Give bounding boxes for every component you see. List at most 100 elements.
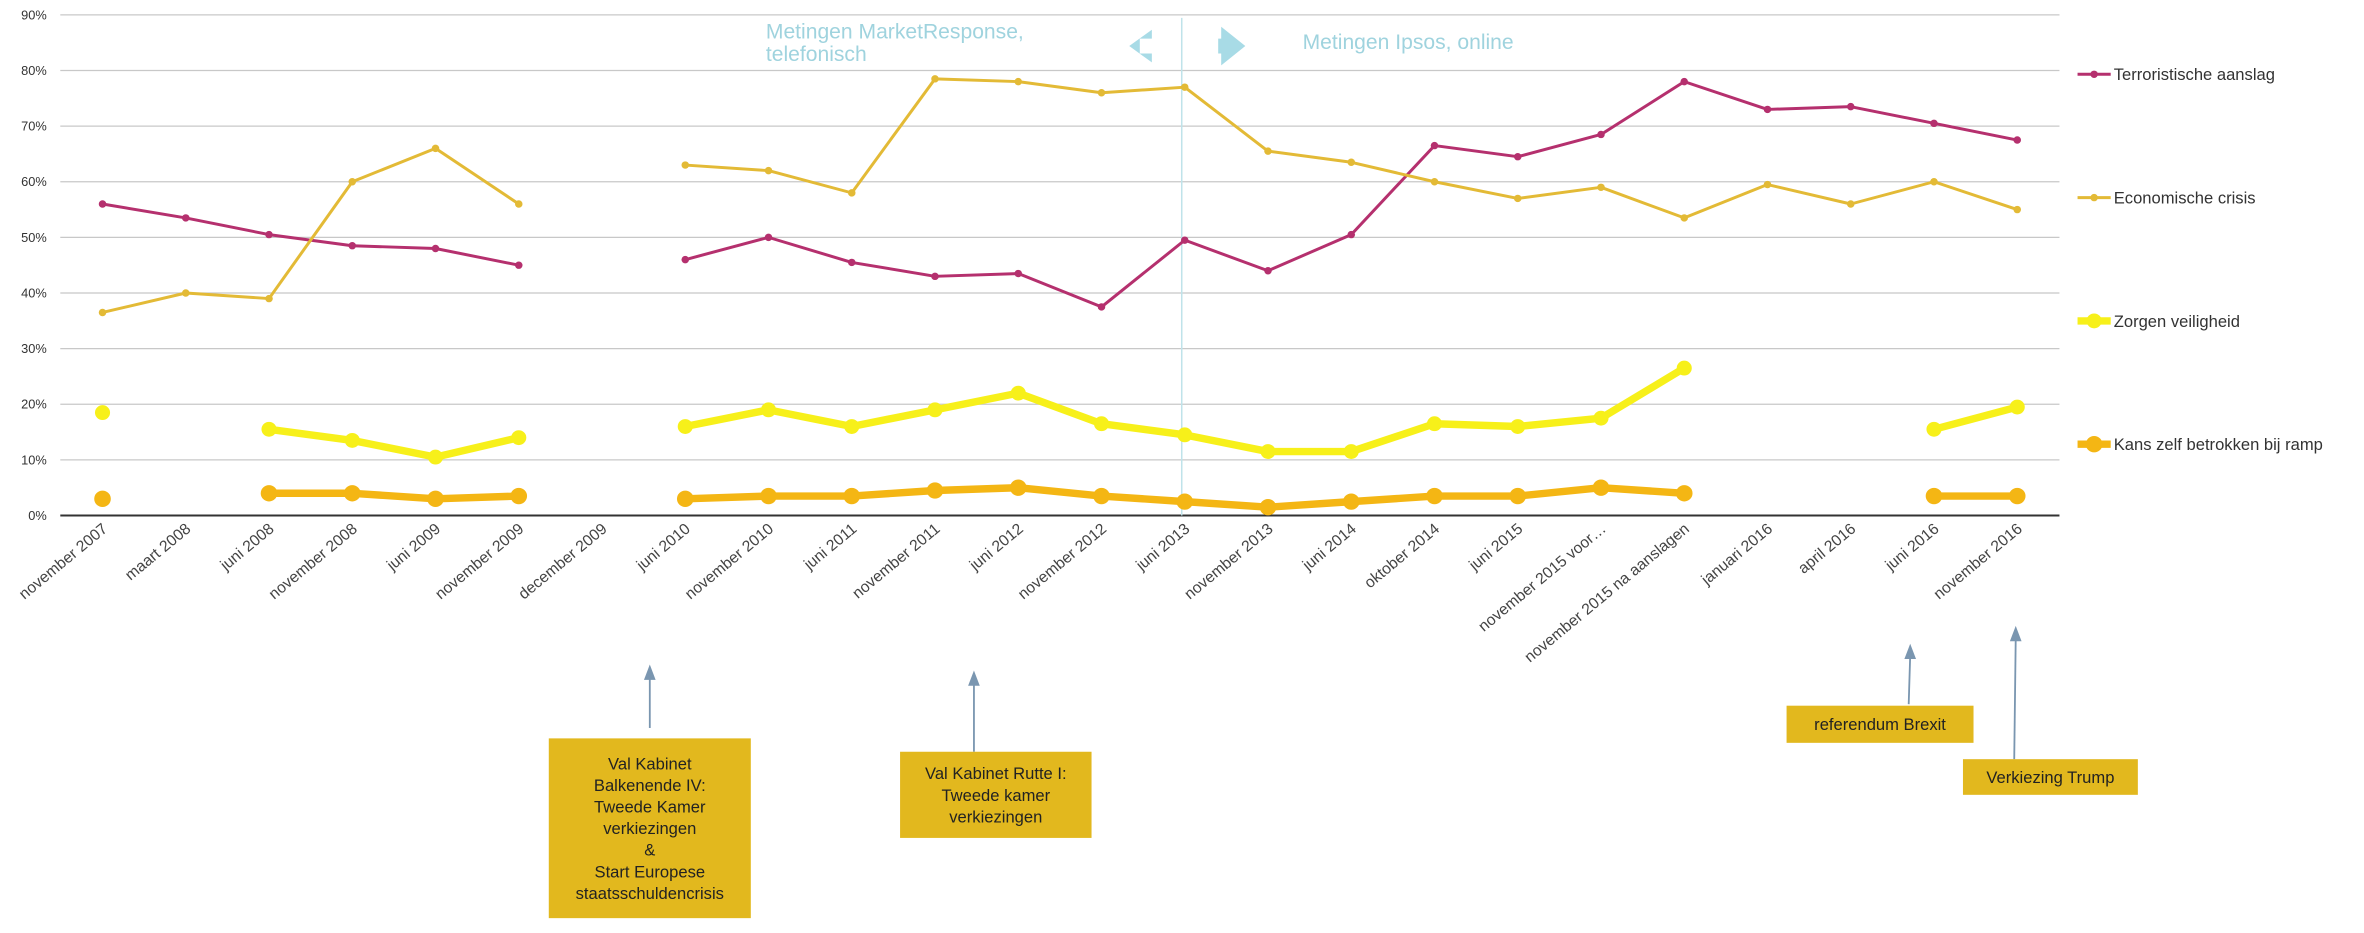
annotation-text: Balkenende IV: — [594, 777, 706, 795]
data-point — [1676, 360, 1692, 376]
series — [94, 479, 2026, 516]
data-point — [1763, 105, 1772, 114]
data-point — [344, 432, 360, 448]
x-tick-label: juni 2010 — [633, 520, 694, 574]
data-point — [1176, 493, 1194, 510]
data-point — [261, 421, 277, 437]
data-point — [1930, 178, 1938, 186]
y-tick-label: 10% — [21, 452, 47, 467]
data-point — [514, 261, 523, 269]
data-point — [1014, 77, 1023, 86]
x-tick-label: maart 2008 — [122, 520, 195, 584]
data-point — [511, 430, 527, 446]
y-tick-label: 70% — [21, 119, 47, 134]
x-tick-label: juni 2012 — [966, 520, 1027, 574]
data-point — [927, 402, 943, 418]
legend-label: Terroristische aanslag — [2114, 66, 2275, 84]
data-point — [1675, 485, 1693, 502]
series-line — [1933, 403, 2019, 433]
x-tick-label: november 2010 — [682, 520, 777, 603]
legend-label: Zorgen veiligheid — [2114, 313, 2240, 331]
data-point — [427, 490, 444, 508]
series-line — [684, 80, 2018, 309]
data-point — [94, 490, 111, 508]
data-point — [1343, 444, 1359, 459]
annotation-text: Tweede Kamer — [594, 799, 706, 817]
series-line — [685, 77, 2018, 220]
data-point — [431, 244, 440, 253]
legend-marker — [2086, 313, 2102, 329]
legend-marker — [2090, 70, 2098, 78]
y-tick-label: 40% — [21, 286, 47, 301]
data-point — [1846, 200, 1855, 208]
period-arrows — [1129, 26, 1246, 66]
annotation-box — [548, 738, 751, 919]
annotation-box — [1786, 705, 1974, 743]
data-point — [181, 289, 190, 297]
annotation-text: verkiezingen — [603, 820, 696, 838]
x-tick-label: juni 2008 — [217, 520, 278, 574]
series — [94, 360, 2025, 465]
data-point — [677, 419, 693, 434]
legend-marker — [2085, 436, 2103, 453]
annotation-text: Val Kabinet Rutte I: — [925, 765, 1067, 783]
y-tick-label: 0% — [28, 508, 47, 523]
data-point — [1926, 421, 1942, 437]
data-point — [926, 482, 944, 499]
data-point — [431, 144, 440, 153]
series-line — [102, 202, 520, 267]
data-point — [260, 485, 278, 502]
data-point — [343, 485, 361, 502]
data-point — [94, 405, 111, 421]
annotation-text: Tweede kamer — [941, 787, 1050, 805]
data-point — [844, 419, 860, 434]
data-point — [427, 449, 444, 465]
data-point — [847, 258, 856, 267]
data-point — [2009, 399, 2025, 415]
x-tick-label: november 2012 — [1015, 520, 1110, 603]
data-point — [764, 233, 773, 242]
period-label: Metingen MarketResponse, — [766, 21, 1024, 44]
annotation-text: Verkiezing Trump — [1986, 769, 2114, 787]
data-point — [1009, 479, 1027, 496]
data-point — [1509, 487, 1527, 505]
x-tick-label: december 2009 — [515, 520, 610, 603]
period-label: telefonisch — [766, 43, 867, 66]
series — [98, 77, 2022, 311]
data-point — [1010, 385, 1026, 401]
x-tick-label: april 2016 — [1795, 520, 1859, 577]
data-point — [98, 200, 107, 208]
data-point — [681, 161, 690, 169]
data-point — [1597, 130, 1605, 139]
data-point — [931, 272, 939, 281]
annotation-text: staatsschuldencrisis — [576, 885, 724, 903]
legend-marker — [2090, 193, 2098, 202]
data-point — [1093, 487, 1110, 505]
y-tick-label: 50% — [21, 230, 47, 245]
annotation-box — [1962, 759, 2138, 795]
data-point — [1097, 303, 1106, 311]
annotation-text: & — [644, 842, 655, 860]
data-point — [1763, 180, 1772, 189]
data-point — [764, 166, 773, 175]
data-point — [1342, 493, 1360, 510]
x-tick-label: juni 2011 — [800, 520, 860, 573]
period-label: Metingen Ipsos, online — [1303, 31, 1514, 54]
x-tick-label: juni 2015 — [1465, 520, 1526, 574]
data-point — [1426, 487, 1443, 505]
legend-label: Economische crisis — [2114, 190, 2256, 208]
data-point — [1093, 416, 1110, 432]
x-tick-label: oktober 2014 — [1361, 520, 1443, 592]
series-line — [102, 146, 520, 314]
x-tick-label: november 2007 — [16, 520, 111, 603]
series-line — [269, 489, 519, 503]
data-point — [1347, 158, 1356, 166]
data-point — [1426, 416, 1443, 432]
data-point — [1513, 152, 1522, 161]
data-point — [847, 189, 856, 197]
data-point — [1430, 178, 1439, 186]
annotation-text: referendum Brexit — [1814, 716, 1946, 734]
legend-label: Kans zelf betrokken bij ramp — [2114, 436, 2323, 454]
series — [98, 75, 2022, 317]
data-point — [681, 255, 690, 264]
